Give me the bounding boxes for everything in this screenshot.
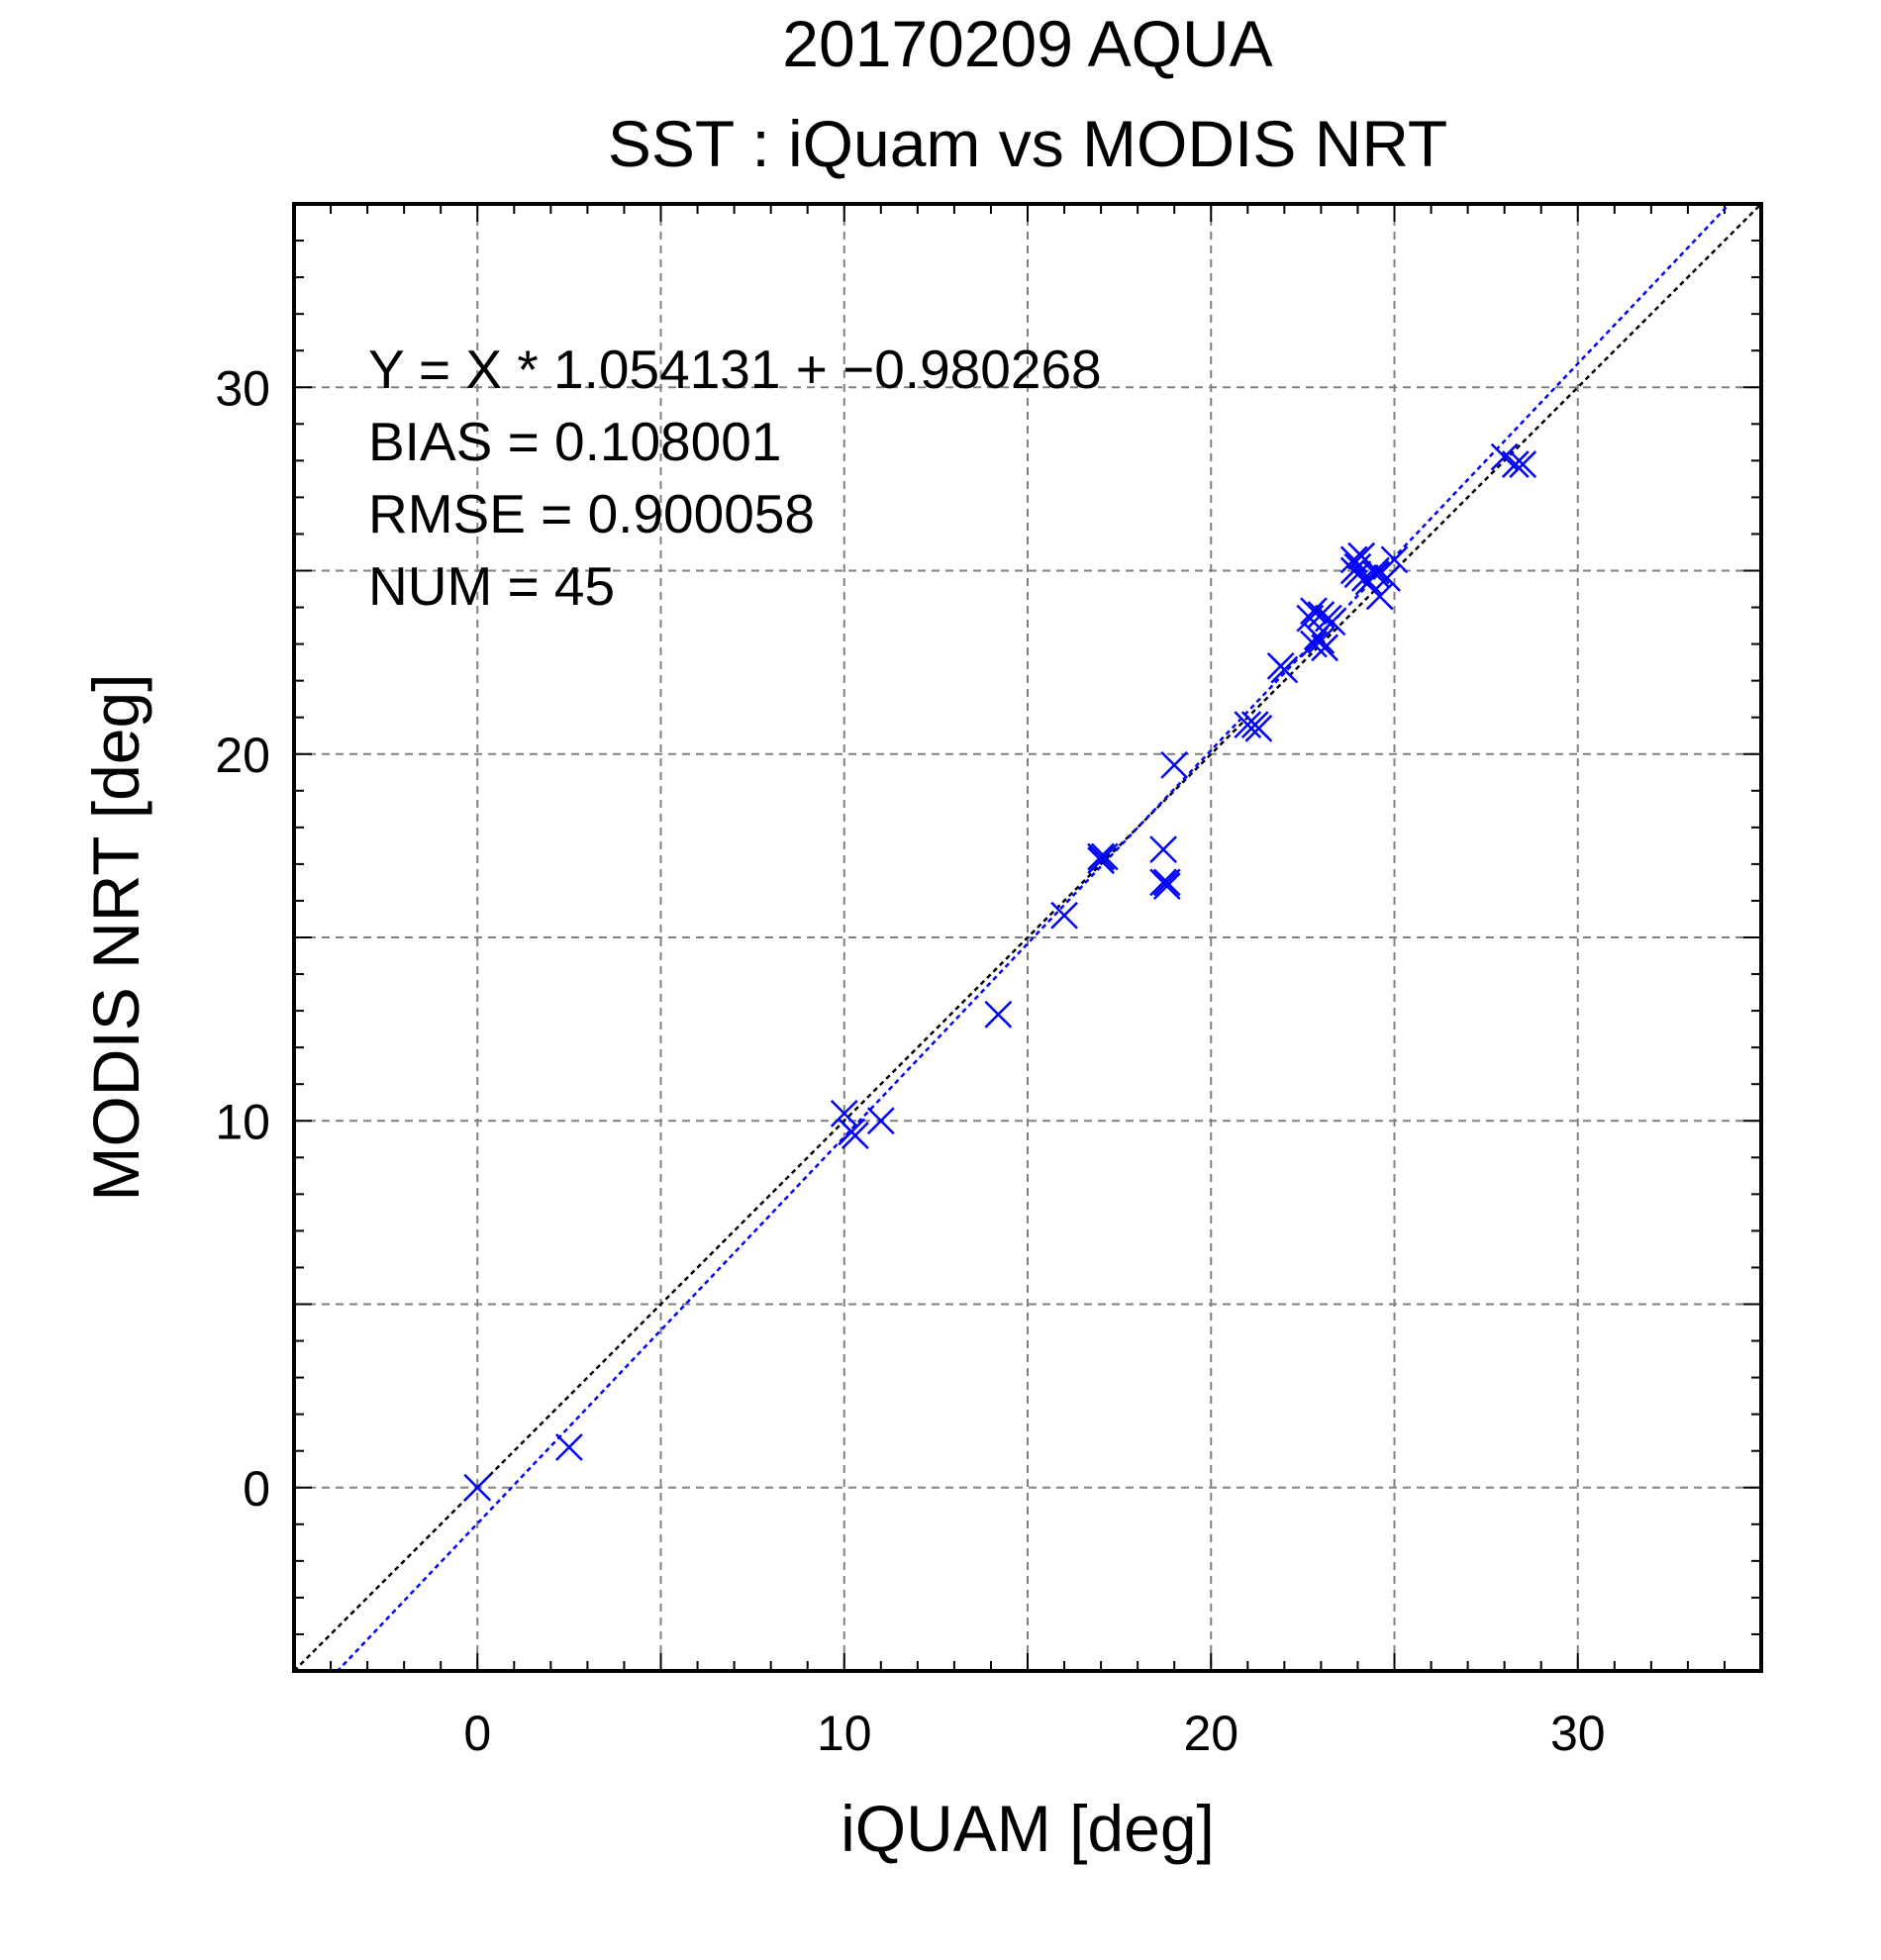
data-point xyxy=(1380,545,1409,574)
regression-equation: Y = X * 1.054131 + −0.980268 xyxy=(368,339,1102,400)
data-point xyxy=(1234,711,1262,738)
data-points xyxy=(463,442,1537,1502)
plot-frame xyxy=(292,202,1763,1673)
bias-value: BIAS = 0.108001 xyxy=(368,411,781,472)
data-point xyxy=(1270,655,1299,684)
x-tick-label: 0 xyxy=(463,1706,491,1761)
data-point xyxy=(1152,868,1181,897)
data-point xyxy=(1307,627,1336,654)
y-tick-label: 10 xyxy=(215,1094,270,1149)
x-axis-label: iQUAM [deg] xyxy=(841,1792,1215,1865)
y-tick-labels: 0 10 20 30 xyxy=(215,360,270,1517)
data-point xyxy=(1090,842,1119,871)
grid-lines xyxy=(294,204,1761,1671)
x-tick-label: 30 xyxy=(1550,1706,1606,1761)
data-point xyxy=(1365,582,1394,611)
data-point xyxy=(1050,901,1078,930)
data-point xyxy=(841,1122,869,1149)
y-axis-label: MODIS NRT [deg] xyxy=(79,673,152,1201)
data-point xyxy=(1087,842,1115,871)
x-tick-labels: 0 10 20 30 xyxy=(463,1706,1605,1761)
one-to-one-line xyxy=(294,204,1761,1671)
x-tick-label: 10 xyxy=(817,1706,872,1761)
data-point xyxy=(1300,597,1328,626)
data-point xyxy=(866,1107,895,1135)
regression-line xyxy=(336,204,1732,1671)
rmse-value: RMSE = 0.900058 xyxy=(368,483,815,544)
data-point xyxy=(984,1000,1013,1029)
count-value: NUM = 45 xyxy=(368,555,615,617)
y-tick-label: 0 xyxy=(243,1461,270,1517)
data-point xyxy=(1343,552,1372,581)
data-point xyxy=(1149,835,1177,863)
data-point xyxy=(1152,872,1181,901)
x-tick-label: 20 xyxy=(1183,1706,1238,1761)
data-point xyxy=(1300,630,1328,658)
data-point xyxy=(1244,714,1273,742)
data-point xyxy=(1501,450,1530,478)
data-point xyxy=(1160,750,1189,779)
data-point xyxy=(1311,634,1338,662)
data-point xyxy=(830,1099,858,1127)
chart-subtitle: SST : iQuam vs MODIS NRT xyxy=(608,107,1447,180)
y-tick-label: 30 xyxy=(215,360,270,416)
reference-lines xyxy=(294,204,1761,1671)
stats-annotation: Y = X * 1.054131 + −0.980268 BIAS = 0.10… xyxy=(368,339,1102,617)
data-point xyxy=(1373,564,1401,592)
data-point xyxy=(554,1433,583,1461)
data-point xyxy=(1314,604,1342,633)
chart-title: 20170209 AQUA xyxy=(782,7,1272,80)
data-point xyxy=(463,1473,492,1502)
y-tick-label: 20 xyxy=(215,728,270,783)
data-point xyxy=(1509,450,1537,478)
